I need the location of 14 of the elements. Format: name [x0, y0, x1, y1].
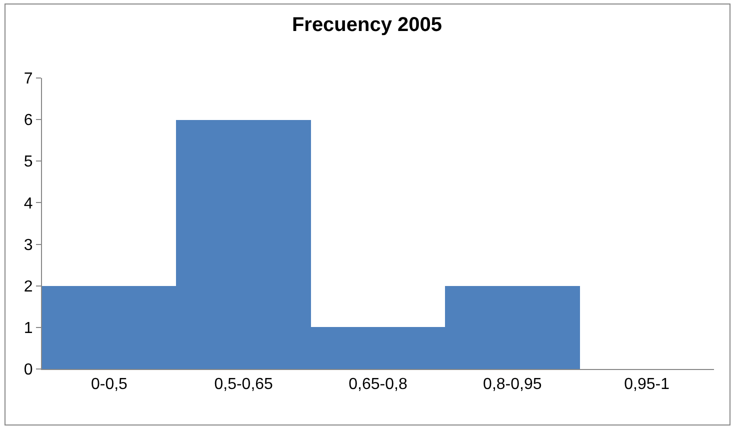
x-tick-label: 0-0,5	[90, 376, 128, 394]
y-tick-label: 6	[24, 112, 33, 130]
x-tick-label: 0,8-0,95	[483, 376, 542, 394]
x-tick-label: 0,5-0,65	[214, 376, 274, 394]
y-tick-label: 7	[24, 70, 33, 88]
y-tick-label: 2	[24, 278, 33, 296]
x-tick-label: 0,65-0,8	[348, 376, 408, 394]
x-tick-label: 0,95-1	[624, 376, 670, 394]
chart-title: Frecuency 2005	[292, 14, 442, 36]
y-tick-label: 4	[24, 195, 33, 212]
y-tick-label: 5	[24, 154, 33, 171]
y-tick-label: 3	[24, 236, 33, 254]
y-tick-label: 0	[24, 362, 33, 379]
y-tick-label: 1	[24, 320, 33, 338]
